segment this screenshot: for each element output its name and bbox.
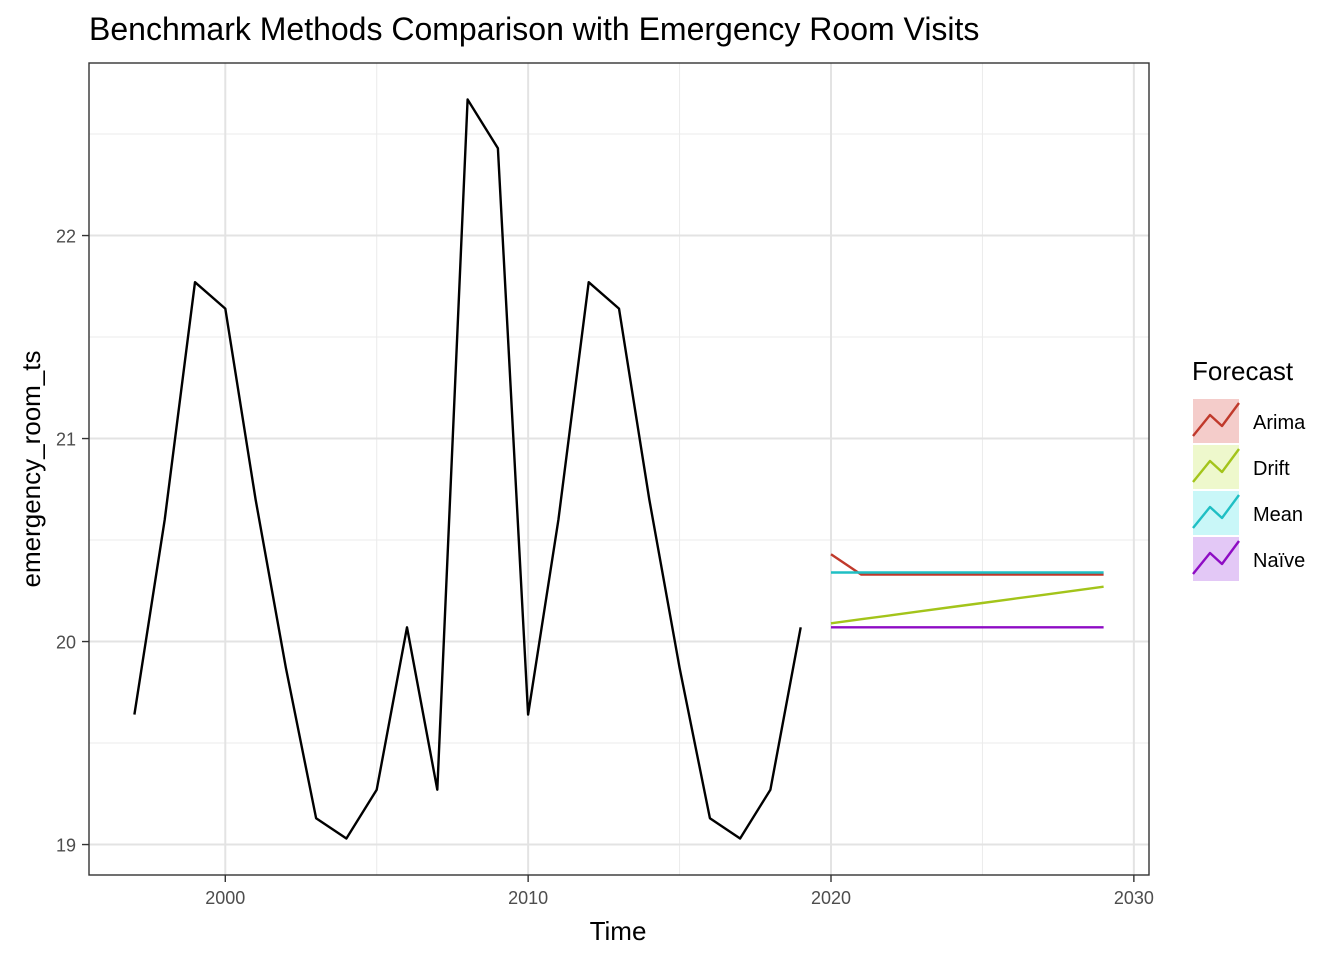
legend-label-arima: Arima (1253, 412, 1306, 434)
series-line-drift (830, 585, 1104, 625)
legend: Forecast Arima Drift Mean Naïve (1192, 356, 1306, 581)
legend-line-glyph (1192, 402, 1240, 437)
series-line-arima (830, 553, 1104, 576)
legend-line-glyph (1192, 448, 1240, 483)
legend-title: Forecast (1192, 356, 1294, 386)
panel-background (89, 63, 1149, 875)
legend-key-mean: Mean (1192, 491, 1303, 535)
y-tick-label: 22 (56, 227, 76, 247)
series-line-observed (133, 98, 802, 840)
x-axis-title: Time (590, 916, 647, 946)
legend-key-arima: Arima (1192, 399, 1306, 443)
y-axis-title: emergency_room_ts (16, 351, 46, 588)
x-tick-label: 2000 (205, 888, 245, 908)
y-tick-label: 20 (56, 633, 76, 653)
legend-line-glyph (1192, 540, 1240, 575)
legend-line-glyph (1192, 494, 1240, 529)
legend-label-naïve: Naïve (1253, 550, 1305, 572)
x-tick-label: 2010 (508, 888, 548, 908)
y-tick-label: 19 (56, 836, 76, 856)
y-tick-label: 21 (56, 430, 76, 450)
x-tick-label: 2020 (811, 888, 851, 908)
chart-title: Benchmark Methods Comparison with Emerge… (89, 11, 979, 47)
legend-key-drift: Drift (1192, 445, 1290, 489)
legend-label-mean: Mean (1253, 504, 1303, 526)
panel-border (88, 62, 1150, 876)
x-tick-label: 2030 (1114, 888, 1154, 908)
plot-area (88, 62, 1150, 876)
legend-key-naïve: Naïve (1192, 537, 1305, 581)
legend-label-drift: Drift (1253, 458, 1290, 480)
